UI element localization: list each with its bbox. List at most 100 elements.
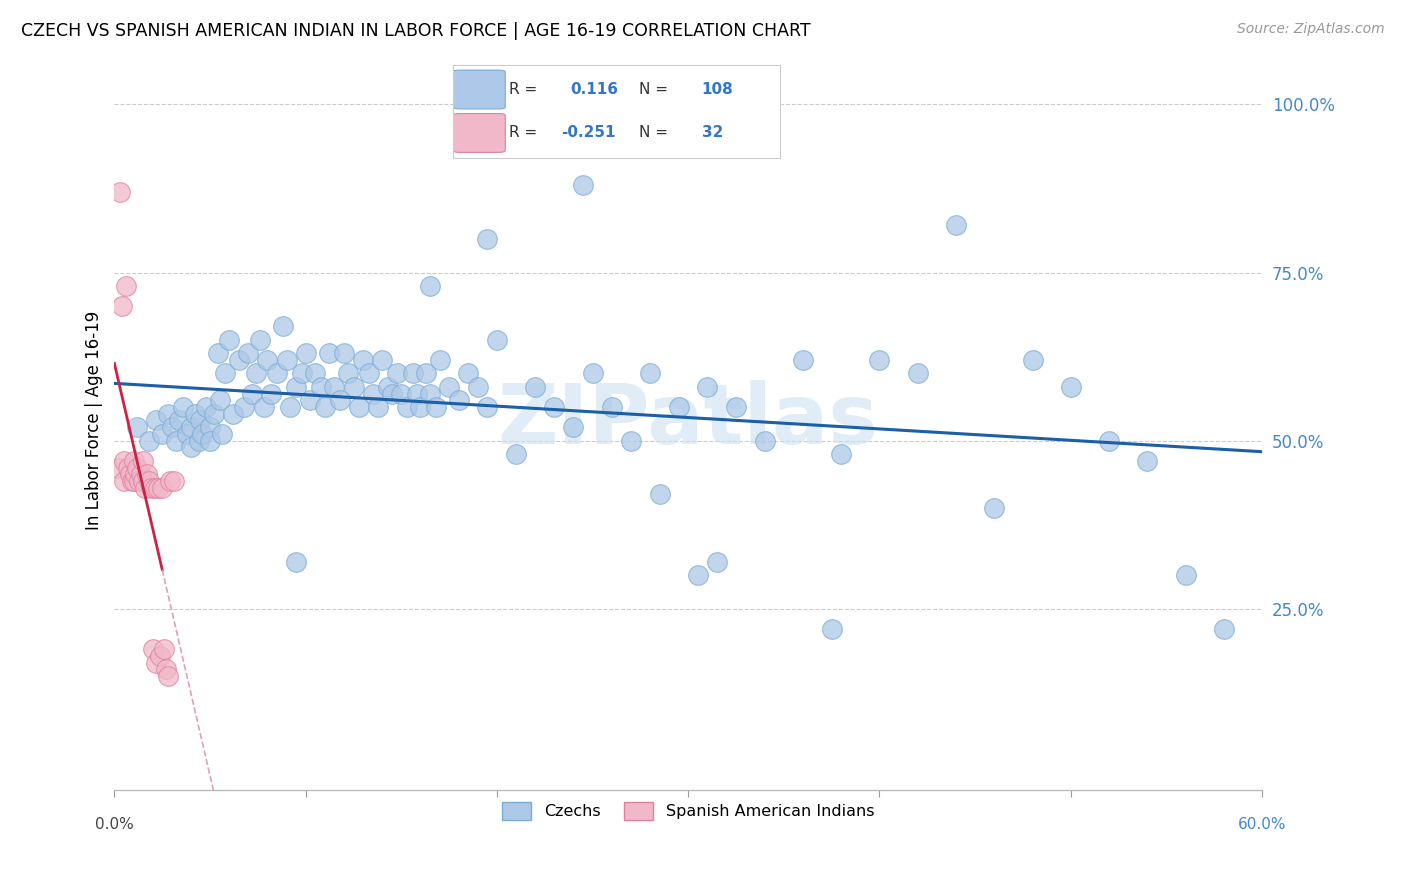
Point — [172, 400, 194, 414]
Point — [869, 353, 891, 368]
Point — [155, 662, 177, 676]
Point — [228, 353, 250, 368]
Point — [266, 367, 288, 381]
Point — [111, 299, 134, 313]
Point — [562, 420, 585, 434]
Point — [477, 400, 499, 414]
Point — [1212, 622, 1234, 636]
Point — [145, 656, 167, 670]
Point — [139, 481, 162, 495]
Point — [249, 333, 271, 347]
Point — [202, 407, 225, 421]
Point — [415, 367, 437, 381]
Point — [298, 393, 321, 408]
Point — [357, 367, 380, 381]
Point — [309, 380, 332, 394]
Point — [122, 454, 145, 468]
Point — [117, 460, 139, 475]
Point — [238, 346, 260, 360]
Point — [207, 346, 229, 360]
Point — [419, 386, 441, 401]
Point — [122, 474, 145, 488]
Point — [620, 434, 643, 448]
Point — [792, 353, 814, 368]
Point — [198, 420, 221, 434]
Point — [190, 413, 212, 427]
Point — [543, 400, 565, 414]
Point — [1136, 454, 1159, 468]
Text: 0.0%: 0.0% — [96, 817, 134, 832]
Point — [121, 474, 143, 488]
Point — [159, 474, 181, 488]
Point — [377, 380, 399, 394]
Point — [371, 353, 394, 368]
Point — [180, 441, 202, 455]
Point — [108, 185, 131, 199]
Point — [153, 642, 176, 657]
Point — [132, 454, 155, 468]
Point — [285, 555, 308, 569]
Point — [233, 400, 256, 414]
Point — [150, 426, 173, 441]
Point — [112, 454, 135, 468]
Point — [222, 407, 245, 421]
Point — [156, 669, 179, 683]
Point — [318, 346, 340, 360]
Point — [387, 367, 409, 381]
Point — [280, 400, 302, 414]
Text: 60.0%: 60.0% — [1237, 817, 1286, 832]
Point — [294, 346, 316, 360]
Point — [115, 279, 138, 293]
Point — [342, 380, 364, 394]
Point — [132, 474, 155, 488]
Point — [419, 279, 441, 293]
Point — [256, 353, 278, 368]
Point — [276, 353, 298, 368]
Point — [409, 400, 432, 414]
Point — [134, 481, 156, 495]
Point — [467, 380, 489, 394]
Point — [129, 467, 152, 482]
Point — [138, 434, 160, 448]
Point — [447, 393, 470, 408]
Point — [477, 232, 499, 246]
Point — [252, 400, 274, 414]
Point — [176, 426, 198, 441]
Point — [180, 420, 202, 434]
Point — [361, 386, 384, 401]
Point — [314, 400, 336, 414]
Point — [208, 393, 231, 408]
Point — [725, 400, 748, 414]
Point — [291, 367, 314, 381]
Point — [285, 380, 308, 394]
Point — [195, 400, 218, 414]
Y-axis label: In Labor Force | Age 16-19: In Labor Force | Age 16-19 — [86, 310, 103, 530]
Point — [118, 467, 141, 482]
Point — [429, 353, 451, 368]
Point — [143, 481, 166, 495]
Point — [211, 426, 233, 441]
Point — [389, 386, 412, 401]
Point — [437, 380, 460, 394]
Point — [260, 386, 283, 401]
Point — [352, 353, 374, 368]
Point — [163, 474, 186, 488]
Point — [706, 555, 728, 569]
Point — [214, 367, 236, 381]
Text: Source: ZipAtlas.com: Source: ZipAtlas.com — [1237, 22, 1385, 37]
Point — [304, 367, 326, 381]
Point — [648, 487, 671, 501]
Point — [581, 367, 603, 381]
Legend: Czechs, Spanish American Indians: Czechs, Spanish American Indians — [496, 796, 880, 827]
Point — [572, 178, 595, 193]
Point — [333, 346, 356, 360]
Point — [148, 481, 170, 495]
Point — [600, 400, 623, 414]
Point — [107, 460, 129, 475]
Point — [136, 467, 159, 482]
Point — [1098, 434, 1121, 448]
Point — [150, 481, 173, 495]
Point — [1060, 380, 1083, 394]
Point — [638, 367, 661, 381]
Point — [349, 400, 371, 414]
